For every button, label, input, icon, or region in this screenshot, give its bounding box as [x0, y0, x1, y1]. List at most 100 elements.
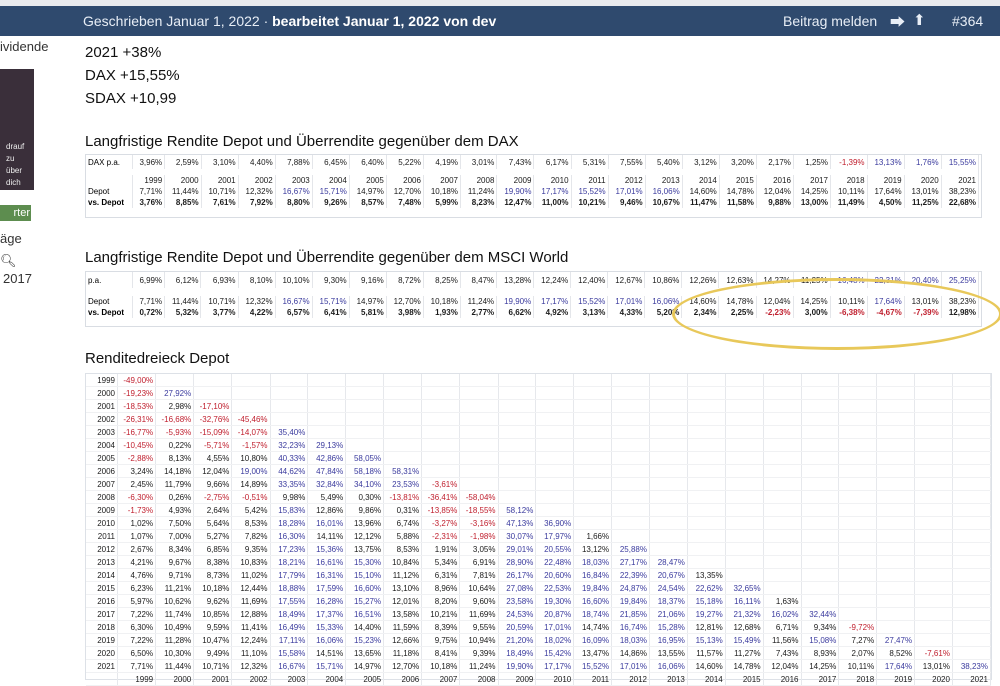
table-cell: -2,75%	[193, 490, 233, 504]
table-cell: -2,88%	[117, 451, 157, 465]
table-cell	[535, 464, 575, 478]
report-post-link[interactable]: Beitrag melden	[783, 13, 878, 29]
table-cell: 2021	[952, 672, 992, 686]
table-cell: 16,67%	[275, 296, 313, 307]
post-line: DAX +15,55%	[85, 67, 180, 84]
table-cell	[535, 438, 575, 452]
upvote-icon[interactable]: ⬆	[913, 12, 926, 29]
table-cell	[914, 451, 953, 465]
table-cell: 7,71%	[132, 296, 166, 307]
table-cell: 22,62%	[687, 581, 726, 595]
table-cell	[725, 412, 764, 426]
table-cell	[421, 451, 461, 465]
table-cell	[345, 425, 385, 439]
avatar[interactable]: drauf zu über dich	[0, 69, 34, 190]
table-cell: 13,35%	[687, 568, 726, 582]
table-cell: 7,43%	[496, 155, 535, 169]
table-cell: 2009	[86, 503, 118, 517]
table-cell: 7,22%	[117, 633, 157, 647]
table-cell: -3,16%	[459, 516, 499, 530]
table-cell: 2004	[307, 672, 347, 686]
table-cell	[535, 503, 575, 517]
table-cell	[687, 425, 726, 439]
table-cell: 5,49%	[307, 490, 347, 504]
table-cell: vs. Depot	[86, 307, 134, 318]
table-cell	[801, 425, 840, 439]
table-cell: -0,51%	[231, 490, 271, 504]
table-cell: -15,09%	[193, 425, 233, 439]
table-cell	[687, 542, 726, 556]
table-cell	[535, 477, 575, 491]
table-row: 2013 4,21% 9,67% 8,38% 10,83% 18,21% 16,61% 15,…	[86, 555, 992, 569]
author-posts-label: äge	[0, 231, 22, 246]
table-cell: 2001	[201, 175, 239, 186]
table-row: 1999 -49,00%	[86, 374, 992, 387]
table-cell: 15,71%	[312, 186, 350, 197]
table-cell: 12,70%	[383, 659, 423, 673]
table-cell	[914, 594, 953, 608]
table-cell: 22,68%	[941, 197, 980, 208]
table-cell: 58,18%	[345, 464, 385, 478]
table-cell	[801, 386, 840, 400]
table-cell: 16,84%	[573, 568, 613, 582]
table-cell: 12,04%	[193, 464, 233, 478]
table-cell: 10,71%	[201, 186, 239, 197]
table-cell: 5,88%	[383, 529, 423, 543]
table-cell: 6,41%	[312, 307, 350, 318]
table-cell: 16,02%	[763, 607, 802, 621]
table-cell: 2013	[645, 175, 683, 186]
table-cell: 12,81%	[687, 620, 726, 634]
table-cell	[611, 529, 650, 543]
table-cell: 2016	[86, 594, 118, 608]
table-cell: 15,52%	[571, 186, 609, 197]
table-cell: 10,18%	[421, 659, 461, 673]
table-cell	[801, 438, 840, 452]
post-number-link[interactable]: #364	[952, 13, 984, 29]
table-cell: 15,71%	[312, 296, 350, 307]
table-cell: 9,30%	[312, 272, 350, 288]
table-cell: 9,66%	[193, 477, 233, 491]
table-cell: 13,01%	[914, 659, 953, 673]
table-cell: 16,74%	[611, 620, 650, 634]
table-cell	[801, 516, 840, 530]
search-icon[interactable]: 🔍︎	[0, 253, 17, 268]
table-cell: Depot	[86, 186, 134, 197]
table-cell: 2001	[193, 672, 233, 686]
table-cell	[421, 399, 461, 413]
table-cell: 16,30%	[270, 529, 309, 543]
table-cell	[763, 438, 802, 452]
table-cell	[801, 464, 840, 478]
table-cell: 9,62%	[193, 594, 233, 608]
table-cell: 4,76%	[117, 568, 157, 582]
table-cell	[611, 374, 650, 387]
table-cell	[725, 425, 764, 439]
table-cell	[801, 529, 840, 543]
table-cell: -32,76%	[193, 412, 233, 426]
table-cell: 15,52%	[570, 296, 609, 307]
table-cell: 2006	[383, 672, 423, 686]
table-cell: 12,32%	[238, 296, 276, 307]
table-cell	[838, 464, 878, 478]
table-cell	[876, 620, 916, 634]
table-cell	[573, 425, 613, 439]
share-icon[interactable]: ⮕	[890, 14, 906, 31]
table-cell: 11,10%	[231, 646, 271, 660]
table-cell: 12,12%	[345, 529, 385, 543]
table-cell: 8,96%	[421, 581, 461, 595]
table-cell	[573, 490, 613, 504]
table-cell	[763, 490, 802, 504]
table-cell: 2,59%	[164, 155, 202, 169]
table-cell: 2015	[725, 672, 764, 686]
table-cell: 2013	[86, 555, 118, 569]
table-cell: 8,72%	[386, 272, 424, 288]
table-cell: 11,02%	[231, 568, 271, 582]
table-cell: -2,31%	[421, 529, 461, 543]
table-cell: 15,28%	[649, 620, 688, 634]
table-cell	[649, 438, 688, 452]
table-cell: 19,90%	[498, 659, 537, 673]
table-cell	[573, 438, 613, 452]
table-row: 2003 -16,77% -5,93% -15,09% -14,07% 35,40%	[86, 425, 992, 439]
table-cell: DAX p.a.	[86, 155, 134, 169]
table-row: 2002 -26,31% -16,68% -32,76% -45,46%	[86, 412, 992, 426]
table-cell: 12,88%	[231, 607, 271, 621]
